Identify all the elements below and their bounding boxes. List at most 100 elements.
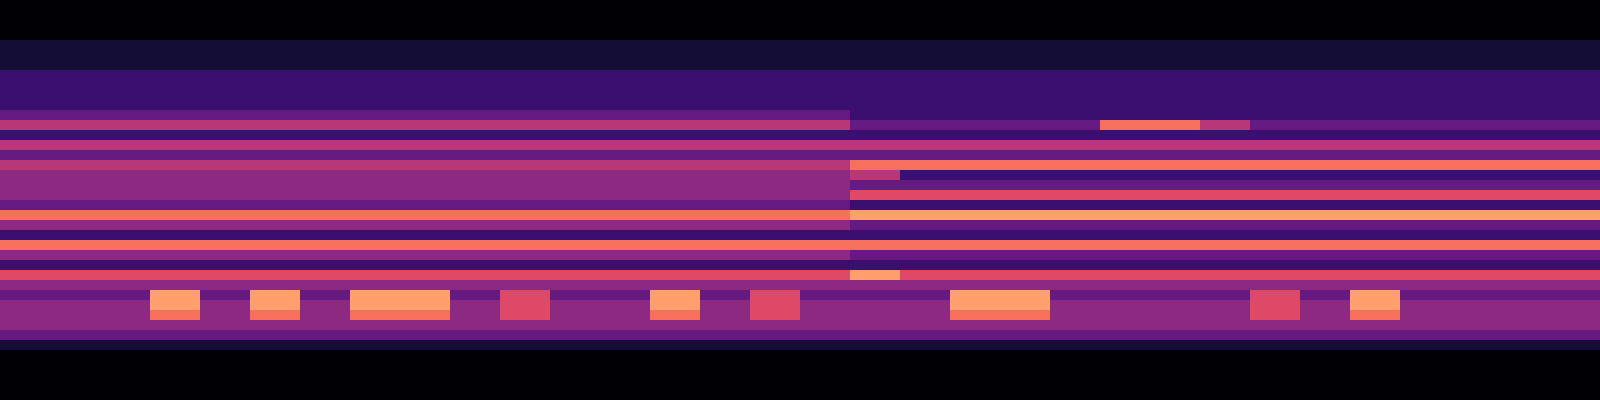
heatmap-cell xyxy=(250,70,301,81)
heatmap-cell xyxy=(850,180,901,191)
heatmap-cell xyxy=(150,40,201,51)
heatmap-cell xyxy=(50,70,101,81)
heatmap-cell xyxy=(1300,80,1351,91)
heatmap-cell xyxy=(600,160,651,171)
heatmap-cell xyxy=(1050,280,1101,291)
heatmap-cell xyxy=(600,260,651,271)
heatmap-cell xyxy=(450,0,501,11)
heatmap-cell xyxy=(1100,210,1151,221)
heatmap-cell xyxy=(750,360,801,371)
heatmap-cell xyxy=(450,30,501,41)
heatmap-cell xyxy=(0,70,51,81)
heatmap-cell xyxy=(750,370,801,381)
heatmap-cell xyxy=(500,380,551,391)
heatmap-cell xyxy=(400,180,451,191)
heatmap-cell xyxy=(450,190,501,201)
heatmap-cell xyxy=(250,300,301,311)
heatmap-cell xyxy=(1200,120,1251,131)
heatmap-cell xyxy=(400,120,451,131)
heatmap-cell xyxy=(800,370,851,381)
heatmap-cell xyxy=(1100,300,1151,311)
heatmap-cell xyxy=(100,140,151,151)
heatmap-cell xyxy=(550,310,601,321)
heatmap-cell xyxy=(800,90,851,101)
heatmap-cell xyxy=(850,40,901,51)
heatmap-cell xyxy=(1050,40,1101,51)
heatmap-cell xyxy=(650,350,701,361)
heatmap-cell xyxy=(400,260,451,271)
heatmap-cell xyxy=(0,100,51,111)
heatmap-cell xyxy=(600,20,651,31)
heatmap-cell xyxy=(700,200,751,211)
heatmap-cell xyxy=(600,110,651,121)
heatmap-cell xyxy=(150,250,201,261)
heatmap-cell xyxy=(1450,310,1501,321)
heatmap-cell xyxy=(1150,390,1201,400)
heatmap-cell xyxy=(200,60,251,71)
heatmap-cell xyxy=(100,210,151,221)
heatmap-cell xyxy=(650,180,701,191)
heatmap-cell xyxy=(1550,160,1600,171)
heatmap-cell xyxy=(1450,20,1501,31)
heatmap-cell xyxy=(800,100,851,111)
heatmap-cell xyxy=(150,160,201,171)
heatmap-cell xyxy=(1300,60,1351,71)
heatmap-cell xyxy=(1500,220,1551,231)
heatmap-cell xyxy=(950,130,1001,141)
heatmap-cell xyxy=(1400,340,1451,351)
heatmap-cell xyxy=(1250,390,1301,400)
heatmap-cell xyxy=(1350,40,1401,51)
heatmap-cell xyxy=(1350,50,1401,61)
heatmap-cell xyxy=(300,310,351,321)
heatmap-cell xyxy=(50,110,101,121)
heatmap-cell xyxy=(1500,390,1551,400)
heatmap-cell xyxy=(600,190,651,201)
heatmap-cell xyxy=(450,320,501,331)
heatmap-cell xyxy=(50,120,101,131)
heatmap-cell xyxy=(200,300,251,311)
heatmap-cell xyxy=(200,230,251,241)
heatmap-cell xyxy=(1500,40,1551,51)
heatmap-cell xyxy=(600,180,651,191)
heatmap-cell xyxy=(750,270,801,281)
heatmap-cell xyxy=(200,90,251,101)
heatmap-cell xyxy=(1100,310,1151,321)
heatmap-cell xyxy=(850,250,901,261)
heatmap-cell xyxy=(1050,30,1101,41)
heatmap-cell xyxy=(1300,110,1351,121)
heatmap-cell xyxy=(1350,390,1401,400)
heatmap-cell xyxy=(850,10,901,21)
heatmap-cell xyxy=(300,230,351,241)
heatmap-cell xyxy=(750,260,801,271)
heatmap-cell xyxy=(1550,220,1600,231)
heatmap-cell xyxy=(50,200,101,211)
heatmap-cell xyxy=(1300,90,1351,101)
heatmap-cell xyxy=(400,230,451,241)
heatmap-cell xyxy=(450,140,501,151)
heatmap-cell xyxy=(1450,260,1501,271)
heatmap-cell xyxy=(1000,340,1051,351)
heatmap-cell xyxy=(1500,0,1551,11)
heatmap-cell xyxy=(700,40,751,51)
heatmap-cell xyxy=(600,200,651,211)
heatmap-cell xyxy=(1550,210,1600,221)
heatmap-cell xyxy=(750,0,801,11)
heatmap-cell xyxy=(500,290,551,301)
heatmap-cell xyxy=(650,200,701,211)
heatmap-cell xyxy=(450,260,501,271)
heatmap-cell xyxy=(1000,350,1051,361)
heatmap-cell xyxy=(600,100,651,111)
heatmap-cell xyxy=(1100,260,1151,271)
heatmap-cell xyxy=(700,130,751,141)
heatmap-cell xyxy=(400,330,451,341)
heatmap-cell xyxy=(600,70,651,81)
heatmap-cell xyxy=(1350,190,1401,201)
background xyxy=(0,0,1600,400)
heatmap-cell xyxy=(150,240,201,251)
heatmap-cell xyxy=(650,110,701,121)
heatmap-cell xyxy=(1450,240,1501,251)
heatmap-cell xyxy=(550,200,601,211)
heatmap-cell xyxy=(550,300,601,311)
heatmap-cell xyxy=(650,370,701,381)
heatmap-cell xyxy=(50,340,101,351)
